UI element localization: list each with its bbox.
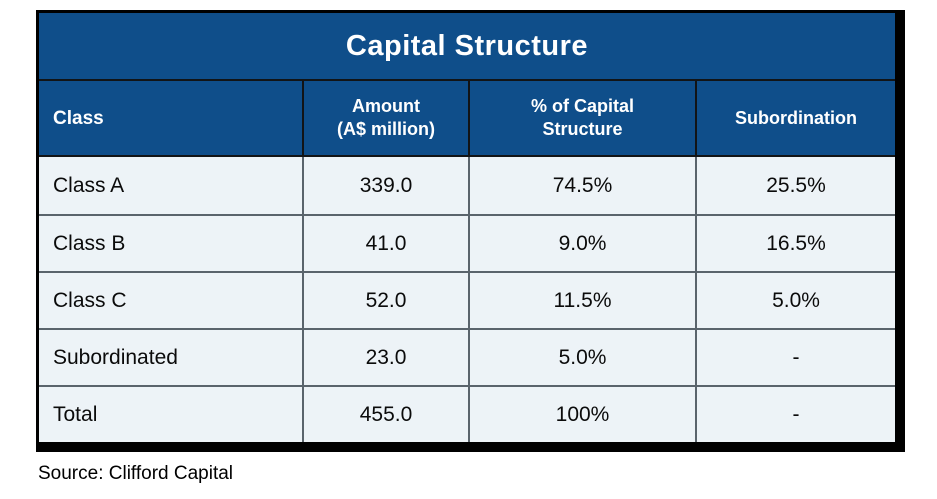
source-note: Source: Clifford Capital (38, 463, 234, 484)
column-header-class-label: Class (53, 107, 104, 129)
cell-pct: 9.0% (468, 216, 695, 271)
cell-pct: 11.5% (468, 273, 695, 328)
column-header-pct-label: % of Capital (530, 96, 634, 116)
column-header-subordination-label: Subordination (735, 107, 857, 128)
cell-subordination: 5.0% (695, 273, 895, 328)
cell-class: Class C (53, 288, 127, 312)
column-header-pct-sublabel: Structure (542, 119, 623, 139)
cell-subordination: - (695, 330, 895, 385)
table-row-total: Total 455.0 100% - (39, 385, 895, 442)
table-title: Capital Structure (39, 13, 895, 81)
table-row-class-a: Class A 339.0 74.5% 25.5% (39, 157, 895, 214)
column-header-subordination: Subordination (695, 81, 895, 155)
cell-subordination: 16.5% (695, 216, 895, 271)
cell-pct: 74.5% (468, 157, 695, 214)
cell-amount: 339.0 (302, 157, 468, 214)
cell-class: Subordinated (53, 345, 178, 369)
table-header-row: Class Amount (A$ million) % of Capital S… (39, 81, 895, 155)
table-row-subordinated: Subordinated 23.0 5.0% - (39, 328, 895, 385)
table-row-class-c: Class C 52.0 11.5% 5.0% (39, 271, 895, 328)
column-header-amount-sublabel: (A$ million) (337, 119, 435, 139)
table-row-class-b: Class B 41.0 9.0% 16.5% (39, 214, 895, 271)
cell-class: Class A (53, 173, 125, 197)
cell-amount: 52.0 (302, 273, 468, 328)
column-header-class: Class (39, 81, 302, 155)
cell-amount: 23.0 (302, 330, 468, 385)
cell-class: Class B (53, 231, 126, 255)
cell-subordination: 25.5% (695, 157, 895, 214)
cell-pct: 100% (468, 387, 695, 442)
capital-structure-table: Capital Structure Class Amount (A$ milli… (36, 10, 905, 452)
column-header-amount: Amount (A$ million) (302, 81, 468, 155)
cell-pct: 5.0% (468, 330, 695, 385)
cell-amount: 455.0 (302, 387, 468, 442)
cell-class: Total (53, 402, 98, 426)
cell-subordination: - (695, 387, 895, 442)
column-header-amount-label: Amount (352, 96, 420, 116)
cell-amount: 41.0 (302, 216, 468, 271)
table-body: Class A 339.0 74.5% 25.5% Class B 41.0 9… (39, 155, 895, 442)
column-header-pct: % of Capital Structure (468, 81, 695, 155)
